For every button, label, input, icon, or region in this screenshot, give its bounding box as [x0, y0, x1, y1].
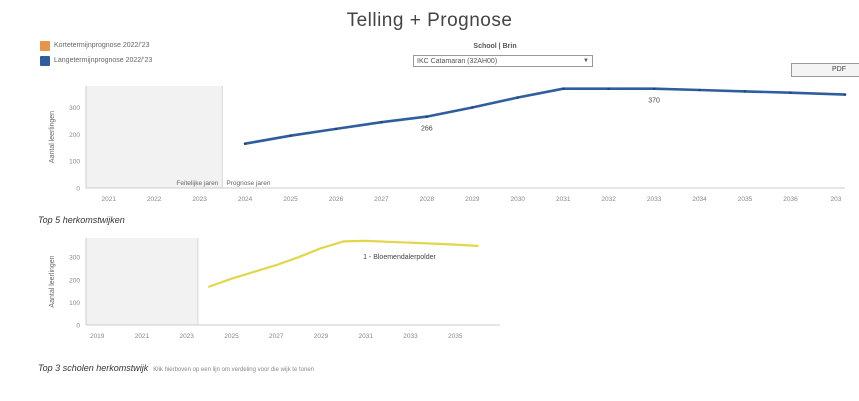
region-label-prognose: Prognose jaren — [226, 180, 270, 187]
series-line — [243, 87, 847, 145]
y-tick-label: 300 — [69, 105, 80, 112]
y-tick-label: 0 — [76, 323, 80, 330]
data-point — [289, 134, 292, 137]
legend-swatch-kortetermijn — [40, 40, 50, 51]
legend: Kortetermijnprognose 2022/'23 Langetermi… — [40, 38, 152, 68]
y-tick-label: 200 — [69, 132, 80, 139]
legend-item-langetermijn[interactable]: Langetermijnprognose 2022/'23 — [40, 53, 152, 68]
herkomst-chart: 0 100 200 300 2019 2021 2023 2025 2027 2029 2031 20… — [49, 238, 500, 340]
data-label: 1 - Bloemendalerpolder — [363, 254, 436, 261]
x-tick-label: 2032 — [601, 196, 616, 203]
data-point — [607, 87, 610, 90]
main-chart: 0 100 200 300 2021 2022 2023 2024 2025 2026 2027 20… — [49, 86, 847, 203]
data-label: 370 — [648, 98, 660, 105]
data-point — [471, 106, 474, 109]
x-tick-label: 2031 — [358, 333, 373, 340]
x-tick-label: 2026 — [329, 196, 344, 203]
page-title: Telling + Prognose — [346, 10, 513, 31]
x-tick-label: 2029 — [314, 333, 329, 340]
legend-swatch-langetermijn — [40, 55, 50, 66]
x-tick-label: 2031 — [556, 196, 571, 203]
y-axis-label: Aantal leerlingen — [49, 255, 56, 307]
region-label-actual: Feitelijke jaren — [176, 180, 218, 187]
chevron-down-icon: ▼ — [583, 58, 589, 64]
x-tick-label: 2035 — [738, 196, 753, 203]
data-point — [698, 88, 701, 92]
x-tick-label: 2025 — [224, 333, 239, 340]
x-tick-label: 2035 — [448, 333, 463, 340]
x-tick-label: 2021 — [135, 333, 150, 340]
x-tick-label: 2023 — [179, 333, 194, 340]
data-point — [562, 87, 565, 90]
x-tick-label: 2027 — [374, 196, 389, 203]
school-filter-label: School | Brin — [473, 43, 517, 50]
x-tick-label: 2036 — [783, 196, 798, 203]
x-tick-label: 2034 — [692, 196, 707, 203]
y-tick-label: 100 — [69, 300, 80, 307]
x-tick-label: 203 — [830, 196, 841, 203]
x-tick-label: 2021 — [101, 196, 116, 203]
school-select-value: IKC Catamaran (32AH00) — [417, 57, 498, 65]
data-point — [425, 115, 429, 118]
section-title-scholen: Top 3 scholen herkomstwijk Klik hierboven… — [38, 363, 314, 373]
data-label: 266 — [421, 126, 433, 133]
x-tick-label: 2022 — [147, 196, 162, 203]
data-point — [380, 121, 383, 124]
x-tick-label: 2033 — [403, 333, 418, 340]
data-point — [789, 91, 792, 94]
y-tick-label: 0 — [76, 186, 80, 193]
x-tick-label: 2030 — [511, 196, 526, 203]
y-tick-label: 300 — [69, 255, 80, 262]
y-tick-label: 100 — [69, 159, 80, 166]
x-tick-label: 2023 — [192, 196, 207, 203]
data-point — [652, 87, 656, 90]
actual-years-region — [86, 86, 223, 188]
data-point — [516, 96, 519, 99]
x-tick-label: 2025 — [283, 196, 298, 203]
data-point — [334, 127, 338, 131]
legend-item-kortetermijn[interactable]: Kortetermijnprognose 2022/'23 — [40, 38, 152, 53]
data-point — [843, 93, 847, 96]
data-point — [243, 142, 247, 145]
legend-label: Kortetermijnprognose 2022/'23 — [54, 42, 150, 49]
section-hint: Klik hierboven op een lijn om verdeling … — [153, 367, 314, 373]
series-line — [208, 239, 479, 288]
y-tick-label: 200 — [69, 277, 80, 284]
section-title-herkomstwijken: Top 5 herkomstwijken — [38, 215, 125, 225]
y-axis-label: Aantal leerlingen — [49, 111, 56, 163]
section-title-scholen-text: Top 3 scholen herkomstwijk — [38, 363, 149, 373]
x-tick-label: 2019 — [90, 333, 105, 340]
pdf-button[interactable]: PDF — [791, 63, 859, 77]
x-tick-label: 2029 — [465, 196, 480, 203]
x-tick-label: 2027 — [269, 333, 284, 340]
actual-years-region — [86, 238, 198, 325]
data-point — [743, 90, 747, 93]
school-select[interactable]: IKC Catamaran (32AH00) ▼ — [413, 55, 593, 67]
x-tick-label: 2024 — [238, 196, 253, 203]
x-tick-label: 2028 — [420, 196, 435, 203]
legend-label: Langetermijnprognose 2022/'23 — [54, 57, 153, 64]
x-tick-label: 2033 — [647, 196, 662, 203]
